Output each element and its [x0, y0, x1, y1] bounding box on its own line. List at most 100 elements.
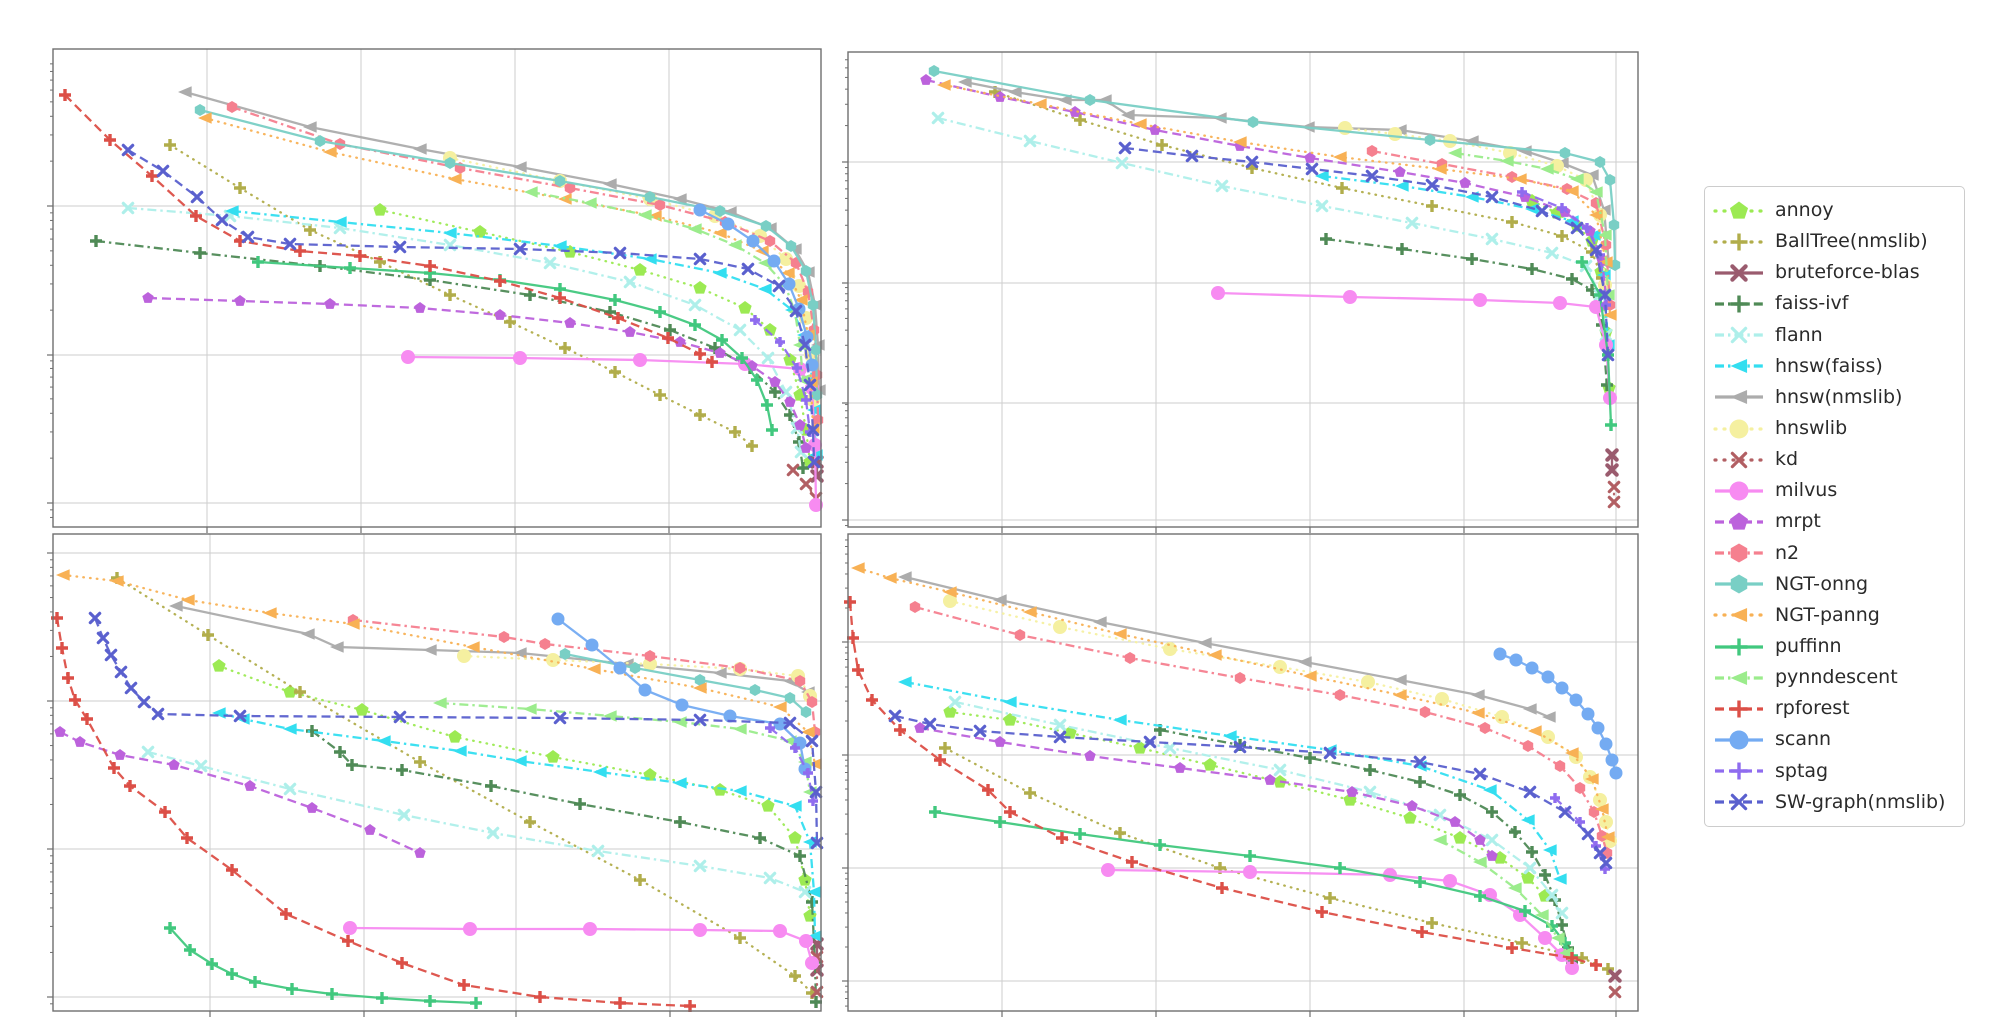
legend-label: milvus	[1775, 479, 1838, 502]
series-faiss-ivf	[1320, 233, 1613, 391]
series-NGT-onng	[194, 104, 823, 401]
plot-top-left	[47, 48, 826, 533]
legend-label: SW-graph(nmslib)	[1775, 790, 1946, 813]
legend-item-sptag: sptag	[1713, 756, 1954, 787]
series-hnsw(nmslib)	[898, 571, 1556, 723]
legend-item-puffinn: puffinn	[1713, 631, 1954, 662]
SW-graph(nmslib)-marker-icon	[1715, 794, 1763, 811]
plot-bottom-right	[842, 533, 1639, 1017]
series-faiss-ivf	[90, 235, 809, 474]
series-SW-graph(nmslib)	[121, 143, 821, 469]
legend-label: hnswlib	[1775, 417, 1848, 440]
series-SW-graph(nmslib)	[1118, 141, 1615, 362]
series-milvus	[343, 921, 819, 970]
series-puffinn	[252, 256, 778, 436]
hnsw(nmslib)-marker-icon	[1715, 390, 1763, 405]
plot-top-right	[842, 51, 1639, 533]
legend-label: sptag	[1775, 759, 1829, 782]
legend-item-kd: kd	[1713, 444, 1954, 475]
hnsw(faiss)-marker-icon	[1715, 359, 1763, 374]
scann-marker-icon	[1715, 730, 1763, 750]
legend-label: BallTree(nmslib)	[1775, 230, 1928, 253]
series-hnswlib	[1338, 121, 1612, 292]
legend-item-pynndescent: pynndescent	[1713, 662, 1954, 693]
series-bruteforce-blas	[1608, 969, 1622, 983]
series-hnswlib	[457, 649, 817, 703]
series-rpforest	[59, 89, 718, 368]
series-faiss-ivf	[1154, 724, 1578, 968]
series-NGT-onng	[928, 65, 1621, 271]
legend-item-rpforest: rpforest	[1713, 693, 1954, 724]
legend-item-hnswlib: hnswlib	[1713, 413, 1954, 444]
mrpt-marker-icon	[1715, 512, 1763, 530]
plot-bottom-left	[47, 533, 824, 1017]
series-kd	[1607, 480, 1621, 509]
pynndescent-marker-icon	[1715, 670, 1763, 685]
legend-item-mrpt: mrpt	[1713, 506, 1954, 537]
legend-label: rpforest	[1775, 697, 1850, 720]
NGT-panng-marker-icon	[1713, 608, 1765, 623]
series-BallTree(nmslib)	[989, 86, 1608, 284]
series-puffinn	[164, 922, 482, 1009]
series-flann	[141, 745, 812, 899]
legend-item-annoy: annoy	[1713, 195, 1954, 226]
legend-item-flann: flann	[1713, 320, 1954, 351]
sptag-marker-icon	[1715, 762, 1763, 780]
series-scann	[551, 612, 812, 776]
legend-item-ngt-panng: NGT-panng	[1713, 600, 1954, 631]
legend-label: kd	[1775, 448, 1799, 471]
series-puffinn	[929, 806, 1578, 962]
legend: annoy BallTree(nmslib) bruteforce-blas fais…	[1704, 186, 1965, 827]
legend-item-hnswfaiss: hnsw(faiss)	[1713, 351, 1954, 382]
legend-item-bruteforce-blas: bruteforce-blas	[1713, 257, 1954, 288]
series-hnsw(faiss)	[898, 676, 1567, 885]
series-flann	[948, 695, 1569, 920]
legend-item-balltreenmslib: BallTree(nmslib)	[1713, 226, 1954, 257]
series-SW-graph(nmslib)	[88, 611, 824, 850]
series-mrpt	[54, 726, 426, 858]
series-scann	[1493, 647, 1623, 780]
series-NGT-panng	[937, 79, 1617, 321]
series-NGT-panng	[851, 562, 1615, 843]
series-annoy	[212, 659, 817, 922]
legend-label: faiss-ivf	[1775, 292, 1849, 315]
legend-label: bruteforce-blas	[1775, 261, 1920, 284]
legend-item-sw-graphnmslib: SW-graph(nmslib)	[1713, 787, 1954, 818]
legend-label: scann	[1775, 728, 1832, 751]
series-BallTree(nmslib)	[164, 139, 758, 452]
legend-item-faiss-ivf: faiss-ivf	[1713, 288, 1954, 319]
series-hnsw(faiss)	[212, 707, 822, 942]
series-kd	[786, 463, 823, 505]
legend-label: flann	[1775, 323, 1823, 346]
legend-item-n2: n2	[1713, 538, 1954, 569]
milvus-marker-icon	[1715, 481, 1763, 501]
series-milvus	[401, 350, 823, 512]
series-mrpt	[142, 292, 812, 453]
legend-item-milvus: milvus	[1713, 475, 1954, 506]
legend-label: pynndescent	[1775, 666, 1898, 689]
legend-label: NGT-panng	[1775, 603, 1880, 626]
series-kd	[1608, 985, 1622, 999]
series-n2	[909, 601, 1613, 859]
series-annoy	[943, 705, 1552, 902]
BallTree(nmslib)-marker-icon	[1713, 233, 1765, 251]
series-rpforest	[844, 596, 1602, 971]
NGT-onng-marker-icon	[1715, 574, 1763, 594]
hnswlib-marker-icon	[1713, 419, 1765, 439]
legend-item-scann: scann	[1713, 724, 1954, 755]
series-mrpt	[920, 74, 1613, 310]
legend-label: hnsw(faiss)	[1775, 354, 1883, 377]
flann-marker-icon	[1715, 326, 1763, 344]
series-pynndescent	[1433, 834, 1573, 959]
series-n2	[226, 101, 824, 426]
series-hnsw(nmslib)	[958, 76, 1616, 271]
series-mrpt	[914, 722, 1498, 861]
series-milvus	[1101, 863, 1579, 975]
legend-item-hnswnmslib: hnsw(nmslib)	[1713, 382, 1954, 413]
legend-item-ngt-onng: NGT-onng	[1713, 569, 1954, 600]
faiss-ivf-marker-icon	[1715, 295, 1763, 313]
legend-label: annoy	[1775, 199, 1834, 222]
series-pynndescent	[1448, 147, 1615, 301]
